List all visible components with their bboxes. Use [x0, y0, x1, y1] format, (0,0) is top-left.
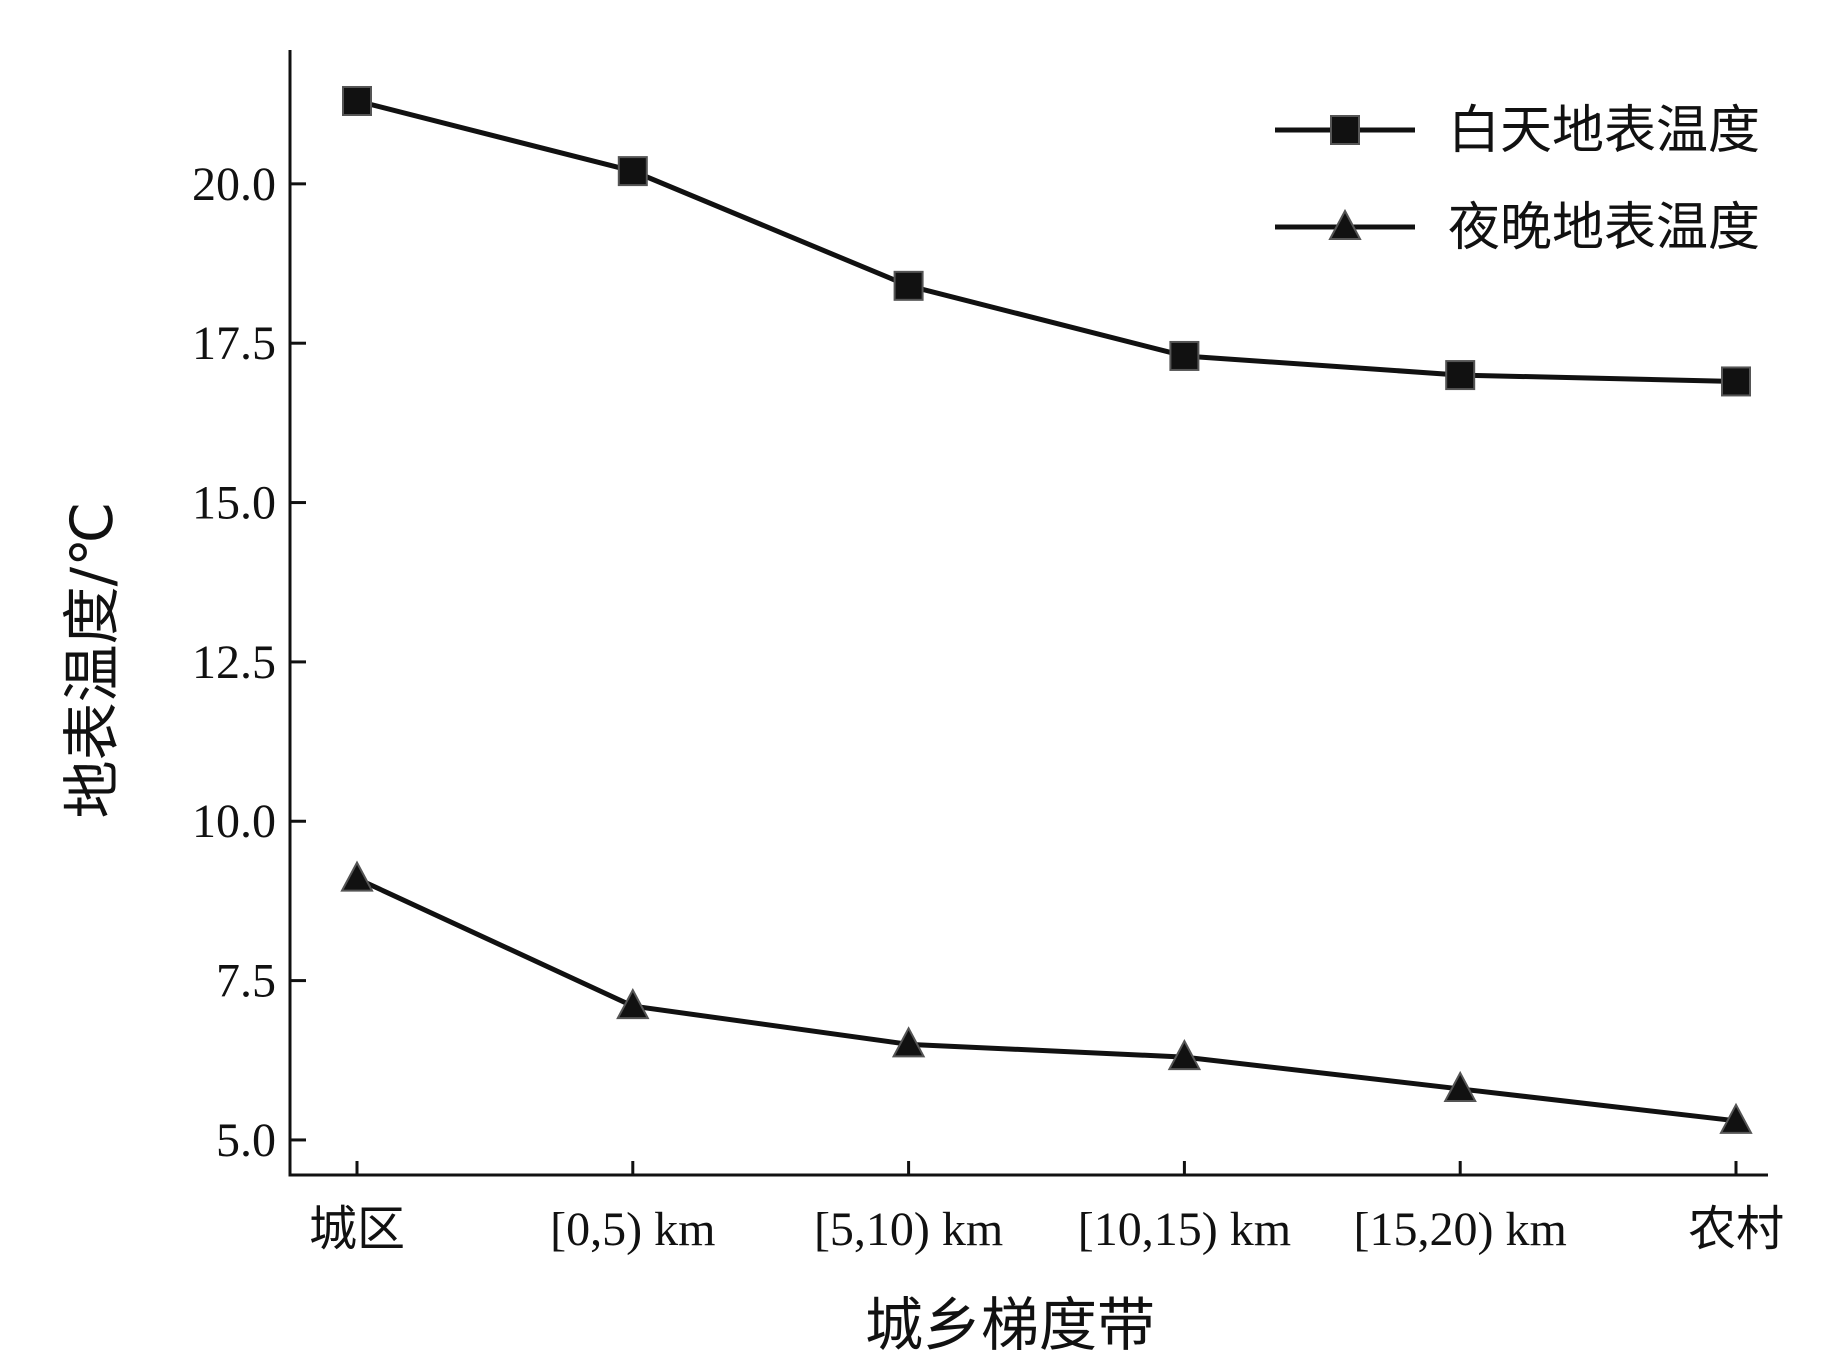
series-group [340, 85, 1753, 1134]
axis-frame [288, 50, 1768, 1177]
data-point [1167, 1038, 1202, 1071]
y-tick-label: 20.0 [192, 158, 276, 211]
x-axis-title: 城乡梯度带 [865, 1291, 1155, 1359]
data-point [1721, 366, 1751, 397]
y-tick-label: 17.5 [192, 317, 276, 370]
data-point [1169, 340, 1200, 371]
y-axis-ticks: 5.0 7.5 10.0 12.5 15.0 17.5 20.0 [192, 158, 306, 1167]
x-tick-label: [5,10) km [814, 1203, 1003, 1256]
legend-label: 夜晚地表温度 [1448, 198, 1760, 258]
y-tick-label: 7.5 [216, 955, 276, 1008]
data-point [616, 987, 650, 1020]
x-tick-label: 农村 [1688, 1203, 1784, 1256]
legend-label: 白天地表温度 [1448, 101, 1760, 161]
y-tick-label: 15.0 [192, 477, 276, 530]
data-point [340, 860, 374, 892]
y-tick-label: 12.5 [192, 636, 276, 689]
y-tick-label: 5.0 [216, 1114, 276, 1167]
x-tick-label: [10,15) km [1078, 1203, 1291, 1256]
data-point [1445, 360, 1476, 391]
data-point [1443, 1070, 1477, 1102]
series-line [356, 98, 1737, 384]
legend-item: 白天地表温度 [1275, 101, 1760, 161]
x-axis-ticks: 城区 [0,5) km [5,10) km [10,15) km [15,20) km 农… [309, 1161, 1784, 1256]
x-tick-label: 城区 [309, 1203, 405, 1256]
data-point [1719, 1102, 1753, 1134]
axes [288, 50, 1768, 1177]
data-point [893, 270, 924, 301]
series-1 [342, 85, 1751, 397]
legend-item: 夜晚地表温度 [1275, 198, 1760, 258]
series-line [355, 876, 1737, 1124]
data-point [891, 1026, 926, 1058]
x-tick-label: [15,20) km [1354, 1203, 1567, 1256]
y-axis-title: 地表温度/℃ [58, 502, 126, 819]
data-point [342, 85, 372, 116]
y-tick-label: 10.0 [192, 795, 276, 848]
legend-marker [1330, 115, 1360, 145]
series-2 [340, 860, 1753, 1134]
legend-marker [1328, 208, 1362, 240]
data-point [617, 156, 648, 187]
x-tick-label: [0,5) km [550, 1203, 715, 1256]
